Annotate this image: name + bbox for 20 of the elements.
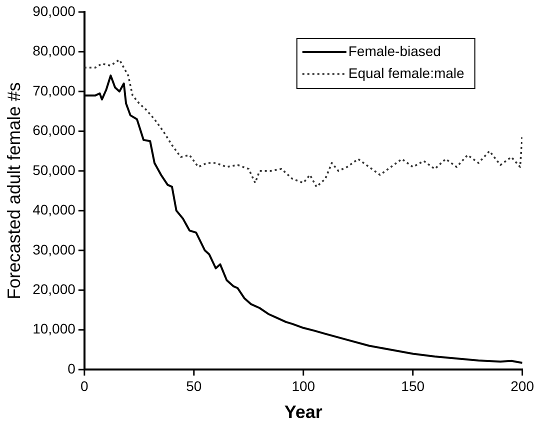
y-tick-label: 0: [68, 360, 76, 376]
x-axis-title: Year: [284, 402, 322, 422]
y-tick-label: 90,000: [32, 2, 76, 19]
y-tick-label: 70,000: [32, 82, 76, 98]
y-tick-label: 30,000: [32, 241, 76, 258]
y-tick-label: 10,000: [32, 320, 76, 337]
line-series: [84, 58, 522, 188]
legend-label: Equal female:male: [348, 64, 465, 81]
x-tick-label: 100: [292, 378, 316, 394]
y-tick-label: 40,000: [32, 202, 76, 218]
legend-label: Female-biased: [348, 42, 441, 59]
x-tick-label: 150: [401, 378, 425, 394]
y-tick-label: 60,000: [32, 122, 76, 138]
y-tick-label: 80,000: [32, 42, 76, 59]
y-tick-label: 20,000: [32, 280, 76, 297]
y-tick-label: 50,000: [32, 162, 76, 178]
x-tick-label: 0: [80, 378, 89, 394]
x-tick-label: 50: [186, 378, 202, 394]
x-tick-label: 200: [510, 378, 534, 394]
y-axis-title: Forecasted adult female #s: [4, 82, 24, 300]
